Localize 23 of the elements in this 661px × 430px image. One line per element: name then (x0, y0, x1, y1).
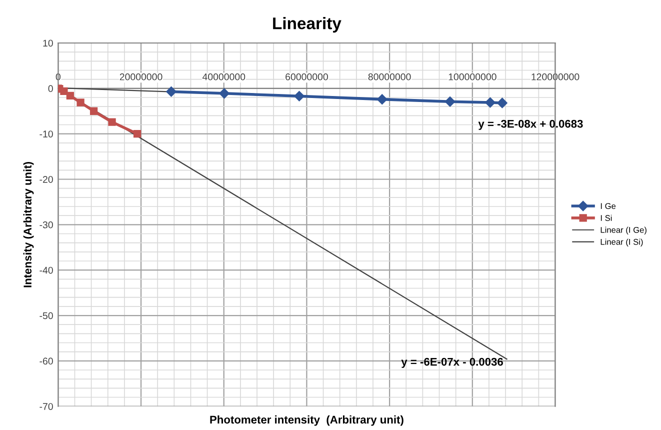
annotation: y = -3E-08x + 0.0683 (478, 120, 583, 130)
x-tick-label: 80000000 (368, 73, 411, 80)
legend-label: Linear (I Ge) (600, 226, 646, 235)
y-tick-label: -20 (40, 176, 53, 183)
x-axis-title: Photometer intensity (Arbitrary unit) (210, 415, 404, 426)
legend-label: I Si (600, 214, 612, 221)
x-tick-label: 100000000 (448, 73, 496, 80)
x-tick-label: 40000000 (202, 73, 246, 80)
legend-label: Linear (I Si) (600, 238, 643, 246)
chart-title: Linearity (273, 17, 342, 33)
y-tick-label: -60 (40, 358, 53, 365)
y-tick-label: -30 (40, 221, 53, 228)
y-tick-label: -50 (40, 312, 53, 320)
x-tick-label: 60000000 (286, 73, 328, 80)
annotation: y = -6E-07x - 0.0036 (401, 358, 503, 368)
x-tick-label: 20000000 (120, 73, 162, 80)
legend-label: I Ge (600, 203, 616, 210)
y-tick-label: 0 (48, 85, 53, 92)
y-axis-title: Intensity (Arbitrary unit) (23, 162, 34, 288)
y-tick-label: 10 (43, 40, 53, 47)
y-tick-label: -10 (40, 130, 53, 138)
y-tick-label: -40 (40, 266, 53, 274)
y-tick-label: -70 (40, 403, 53, 410)
